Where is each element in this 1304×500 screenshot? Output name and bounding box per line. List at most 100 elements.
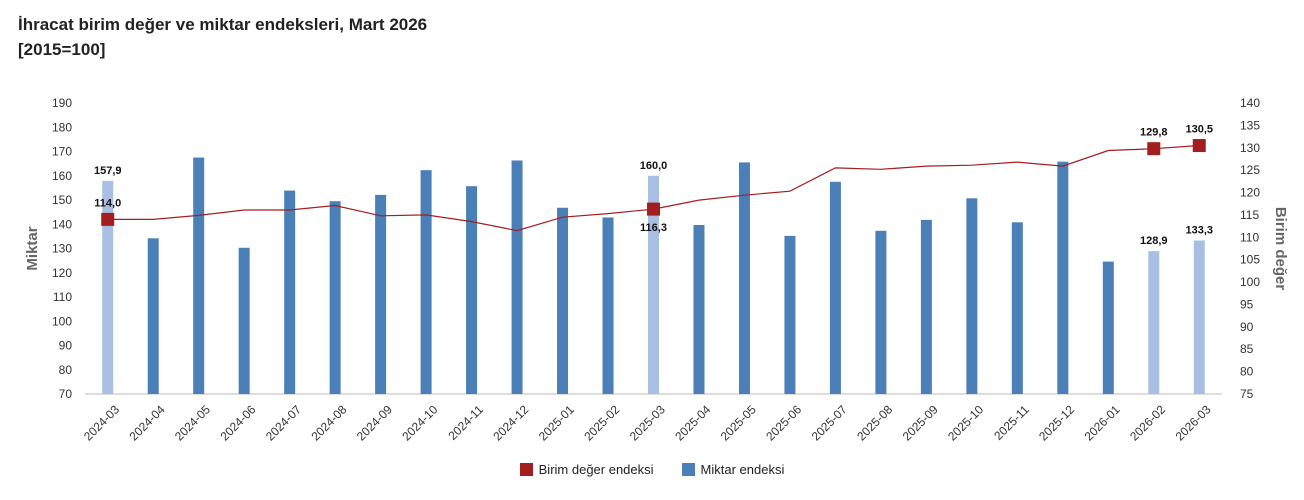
y-left-tick-label: 160	[52, 169, 72, 183]
bar-miktar	[1102, 261, 1114, 394]
y-left-tick-label: 80	[59, 363, 73, 377]
bar-miktar	[238, 247, 250, 394]
legend-swatch-miktar	[681, 463, 695, 476]
x-tick-label: 2026-02	[1127, 402, 1168, 443]
y-right-tick-label: 110	[1240, 230, 1259, 244]
bar-miktar	[511, 160, 523, 394]
y-right-tick-label: 120	[1240, 186, 1260, 200]
y-left-tick-label: 70	[59, 387, 73, 401]
bar-miktar	[1193, 240, 1205, 394]
y-right-tick-label: 140	[1240, 96, 1260, 110]
bar-data-label: 157,9	[94, 165, 122, 177]
x-tick-label: 2024-04	[127, 402, 168, 443]
x-tick-label: 2024-12	[490, 402, 531, 443]
x-tick-label: 2024-11	[446, 402, 487, 443]
x-tick-label: 2025-02	[581, 402, 622, 443]
y-left-tick-label: 90	[59, 339, 73, 353]
legend-label-miktar: Miktar endeksi	[700, 462, 785, 477]
x-tick-label: 2025-08	[854, 402, 895, 443]
y-left-tick-label: 140	[52, 217, 72, 231]
y-right-tick-label: 75	[1240, 387, 1254, 401]
x-tick-label: 2024-05	[172, 402, 213, 443]
bar-miktar	[375, 194, 387, 394]
y-right-tick-label: 130	[1240, 141, 1260, 155]
chart-subtitle: [2015=100]	[18, 40, 106, 59]
bar-miktar	[1148, 251, 1160, 394]
x-tick-label: 2025-06	[763, 402, 804, 443]
x-tick-label: 2025-07	[809, 402, 850, 443]
y-left-tick-label: 100	[52, 314, 72, 328]
x-tick-label: 2025-05	[718, 402, 759, 443]
bar-miktar	[693, 224, 705, 394]
legend-item-birim-deger: Birim değer endeksi	[519, 462, 654, 477]
marker-birim-deger	[1147, 142, 1161, 156]
y-left-tick-label: 120	[52, 266, 72, 280]
bar-miktar	[466, 186, 478, 394]
x-tick-label: 2025-01	[536, 402, 577, 443]
line-data-label: 116,3	[640, 222, 667, 234]
x-tick-label: 2024-03	[81, 402, 122, 443]
bar-data-label: 160,0	[640, 160, 668, 172]
bar-miktar	[875, 230, 887, 394]
x-tick-label: 2025-09	[900, 402, 941, 443]
x-tick-label: 2025-12	[1036, 402, 1077, 443]
bar-miktar	[648, 175, 659, 394]
x-tick-label: 2026-01	[1082, 402, 1123, 443]
y-left-tick-label: 130	[52, 242, 72, 256]
x-tick-label: 2026-03	[1173, 402, 1214, 443]
bar-miktar	[102, 180, 114, 394]
y-right-tick-label: 95	[1240, 297, 1254, 311]
marker-birim-deger	[647, 202, 660, 216]
bar-miktar	[784, 235, 796, 394]
line-data-label: 129,8	[1140, 127, 1168, 139]
bar-miktar	[284, 190, 296, 394]
marker-birim-deger	[1192, 139, 1206, 153]
bar-miktar	[193, 157, 205, 394]
bar-data-label: 128,9	[1140, 235, 1168, 247]
x-tick-label: 2025-11	[991, 402, 1032, 443]
chart-title: İhracat birim değer ve miktar endeksleri…	[18, 15, 428, 34]
y-right-tick-label: 135	[1240, 118, 1260, 132]
x-tick-label: 2024-08	[308, 402, 349, 443]
bar-miktar	[966, 198, 978, 394]
x-tick-label: 2025-04	[672, 402, 713, 443]
x-tick-label: 2024-07	[263, 402, 304, 443]
y-right-tick-label: 90	[1240, 320, 1254, 334]
chart-title-block: İhracat birim değer ve miktar endeksleri…	[18, 12, 427, 62]
x-tick-label: 2024-06	[217, 402, 258, 443]
legend-label-birim-deger: Birim değer endeksi	[538, 462, 654, 477]
y-left-axis-title: Miktar	[24, 226, 41, 270]
bar-miktar	[1011, 222, 1023, 394]
bar-miktar	[420, 170, 432, 394]
x-tick-label: 2024-09	[354, 402, 395, 443]
marker-birim-deger	[101, 212, 115, 226]
y-right-tick-label: 80	[1240, 365, 1254, 379]
bar-miktar	[738, 162, 750, 394]
y-left-tick-label: 180	[52, 120, 72, 134]
y-right-tick-label: 100	[1240, 275, 1260, 289]
bar-miktar	[1057, 161, 1069, 394]
x-tick-label: 2025-10	[945, 402, 986, 443]
y-right-tick-label: 105	[1240, 253, 1260, 267]
y-left-tick-label: 170	[52, 145, 72, 159]
legend-swatch-birim-deger	[519, 463, 533, 476]
line-data-label: 114,0	[94, 197, 121, 209]
chart-legend: Birim değer endeksi Miktar endeksi	[0, 462, 1304, 477]
y-left-tick-label: 150	[52, 193, 72, 207]
y-right-tick-label: 125	[1240, 163, 1260, 177]
bar-data-label: 133,3	[1185, 224, 1213, 236]
y-left-tick-label: 110	[53, 290, 72, 304]
legend-item-miktar: Miktar endeksi	[681, 462, 785, 477]
y-right-axis-title: Birim değer	[1272, 207, 1289, 291]
y-right-tick-label: 115	[1240, 208, 1259, 222]
bar-miktar	[557, 207, 569, 394]
bar-miktar	[147, 238, 159, 394]
bar-miktar	[829, 181, 841, 394]
y-right-tick-label: 85	[1240, 342, 1254, 356]
y-left-tick-label: 190	[52, 96, 72, 110]
bar-miktar	[920, 219, 932, 394]
bar-miktar	[329, 201, 341, 394]
x-tick-label: 2024-10	[399, 402, 440, 443]
line-data-label: 130,5	[1185, 124, 1213, 136]
